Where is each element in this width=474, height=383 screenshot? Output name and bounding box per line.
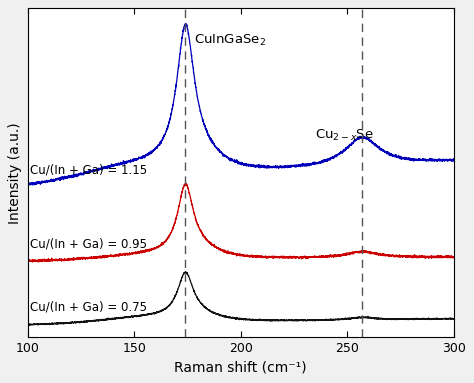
Text: Cu/(In + Ga) = 0.75: Cu/(In + Ga) = 0.75 (30, 301, 147, 314)
Text: Cu/(In + Ga) = 1.15: Cu/(In + Ga) = 1.15 (30, 163, 147, 176)
Text: CuInGaSe$_2$: CuInGaSe$_2$ (194, 33, 266, 48)
Text: Cu/(In + Ga) = 0.95: Cu/(In + Ga) = 0.95 (30, 237, 147, 250)
Y-axis label: Intensity (a.u.): Intensity (a.u.) (9, 122, 22, 224)
Text: Cu$_{2-x}$Se: Cu$_{2-x}$Se (315, 128, 374, 143)
X-axis label: Raman shift (cm⁻¹): Raman shift (cm⁻¹) (174, 361, 307, 375)
